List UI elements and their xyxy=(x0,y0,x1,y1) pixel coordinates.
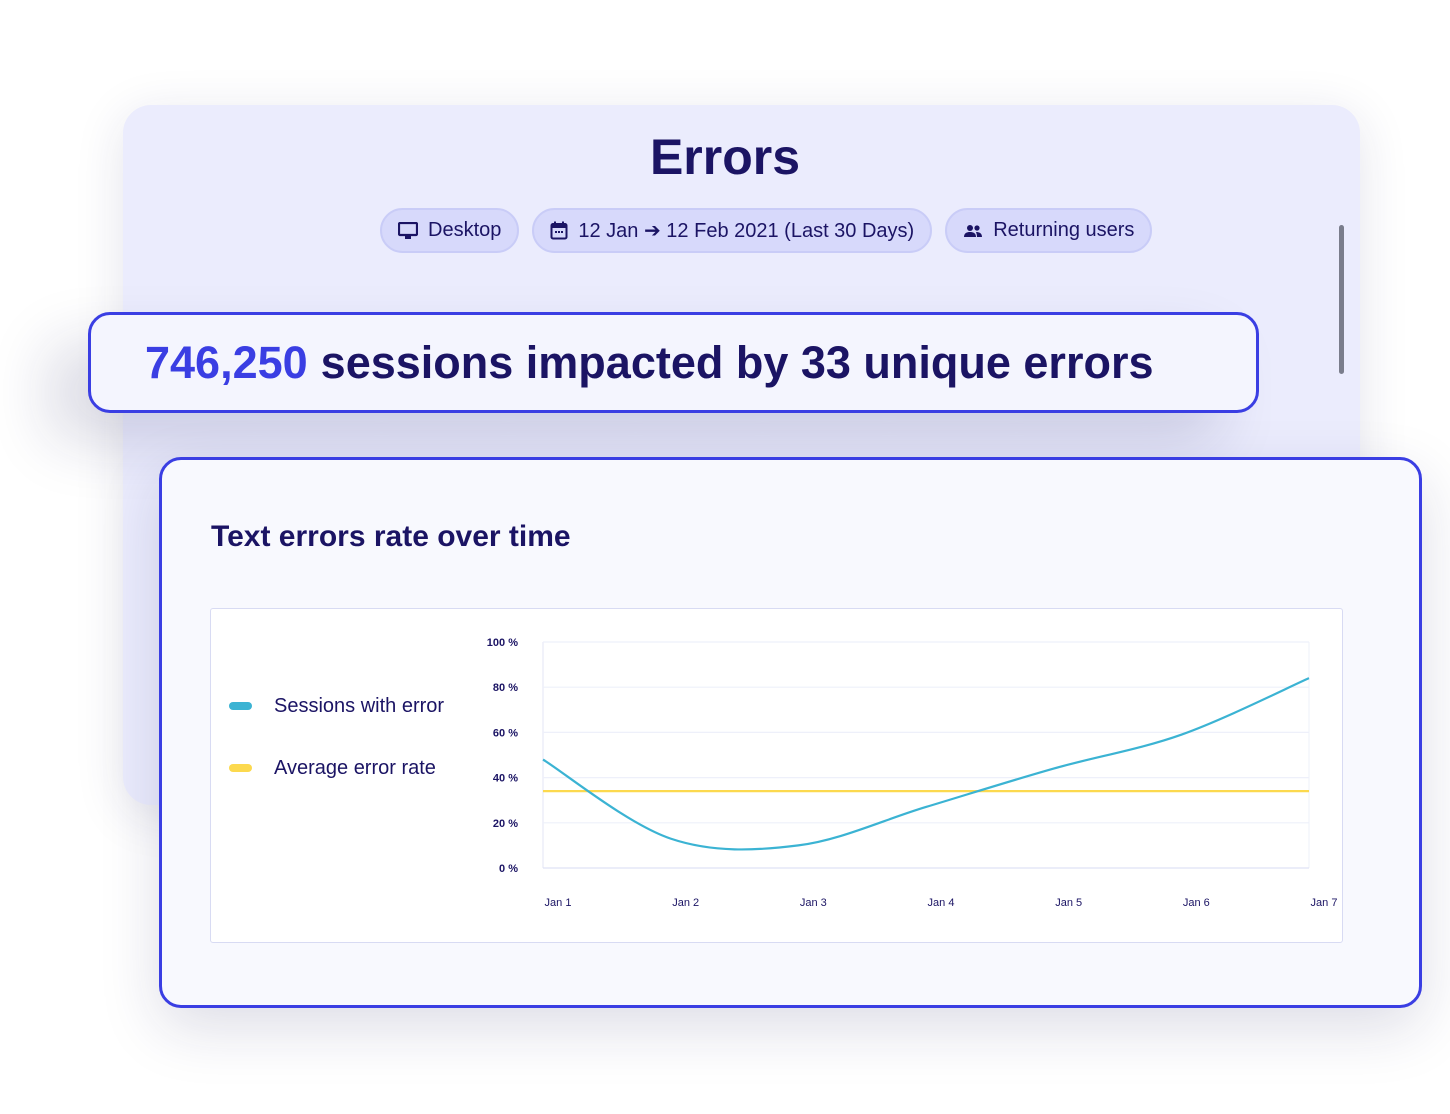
legend-swatch xyxy=(229,702,252,710)
filter-device[interactable]: Desktop xyxy=(380,208,520,253)
filter-segment[interactable]: Returning users xyxy=(945,208,1153,253)
y-tick-label: 100 % xyxy=(487,637,518,649)
chart-card: Text errors rate over time Sessions with… xyxy=(159,457,1422,1008)
chart-container: Sessions with error Average error rate 0… xyxy=(210,608,1343,943)
legend-label: Average error rate xyxy=(274,756,436,779)
y-tick-label: 40 % xyxy=(493,773,518,785)
summary-text: sessions impacted by 33 unique errors xyxy=(320,336,1154,388)
page-title: Errors xyxy=(649,129,801,185)
legend-item-sessions[interactable]: Sessions with error xyxy=(229,694,444,718)
filter-device-label: Desktop xyxy=(428,219,502,241)
desktop-icon xyxy=(398,221,418,239)
chart-legend: Sessions with error Average error rate xyxy=(229,694,444,818)
chart-title: Text errors rate over time xyxy=(211,520,571,553)
filter-date-range[interactable]: 12 Jan ➔ 12 Feb 2021 (Last 30 Days) xyxy=(532,208,933,253)
line-chart: 0 % 20 % 40 % 60 % 80 % 100 % Jan 1 Jan 2 Jan 3 J… xyxy=(487,637,1338,909)
x-tick-label: Jan 1 xyxy=(545,897,572,909)
users-icon xyxy=(964,224,983,237)
summary-banner: 746,250 sessions impacted by 33 unique e… xyxy=(88,312,1259,413)
x-tick-label: Jan 3 xyxy=(800,897,827,909)
filter-date-label: 12 Jan ➔ 12 Feb 2021 (Last 30 Days) xyxy=(578,220,915,242)
filter-segment-label: Returning users xyxy=(993,219,1135,241)
scrollbar[interactable] xyxy=(1339,225,1344,374)
legend-swatch xyxy=(229,764,252,772)
y-tick-label: 0 % xyxy=(499,863,518,875)
sessions-count: 746,250 xyxy=(145,336,308,388)
legend-item-average[interactable]: Average error rate xyxy=(229,756,444,780)
x-tick-label: Jan 6 xyxy=(1183,897,1210,909)
x-tick-label: Jan 5 xyxy=(1055,897,1082,909)
x-tick-label: Jan 7 xyxy=(1311,897,1338,909)
x-tick-label: Jan 4 xyxy=(928,897,955,909)
y-tick-label: 60 % xyxy=(493,727,518,739)
legend-label: Sessions with error xyxy=(274,694,445,717)
series-line-sessions xyxy=(542,677,1310,851)
x-tick-label: Jan 2 xyxy=(672,897,699,909)
filter-bar: Desktop 12 Jan ➔ 12 Feb 2021 (Last 30 Da… xyxy=(380,208,1153,253)
calendar-icon xyxy=(550,221,568,240)
y-tick-label: 80 % xyxy=(493,682,518,694)
y-tick-label: 20 % xyxy=(493,818,518,830)
